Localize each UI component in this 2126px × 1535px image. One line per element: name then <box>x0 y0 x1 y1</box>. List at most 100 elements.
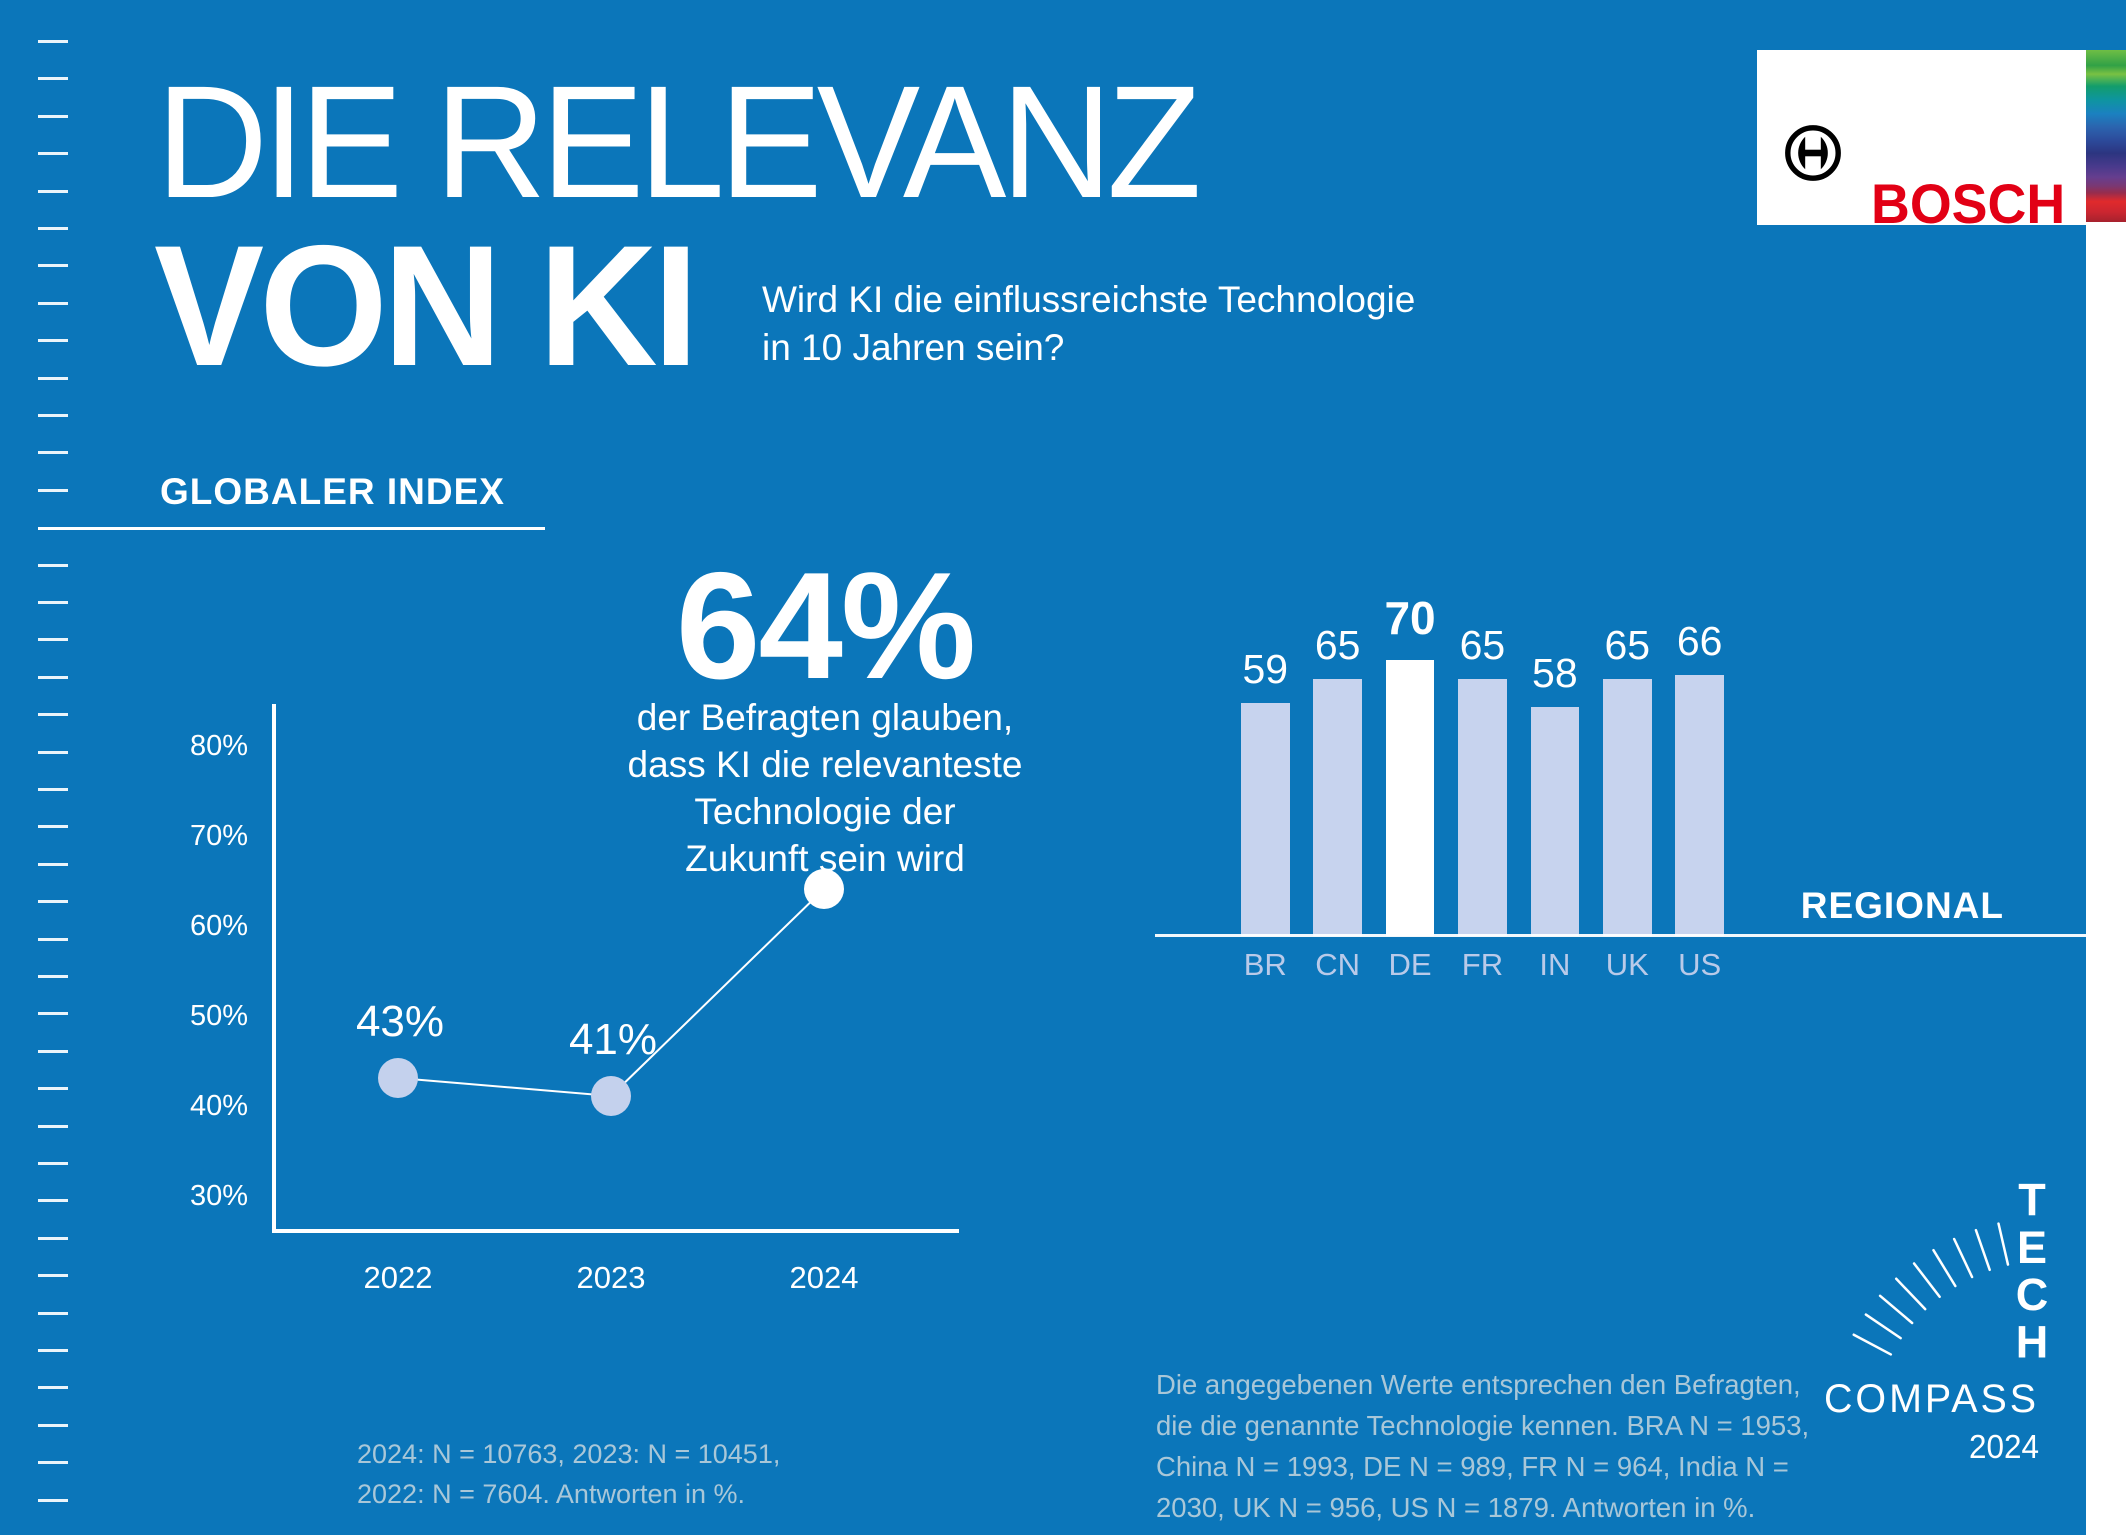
compass-vertical-letter: E <box>2017 1222 2047 1273</box>
bar-category-label: FR <box>1461 947 1504 982</box>
x-tick-label: 2024 <box>790 1260 859 1295</box>
y-tick-label: 30% <box>190 1180 248 1212</box>
ruler-tick <box>38 975 68 978</box>
ruler-tick <box>38 488 68 492</box>
ruler-tick <box>38 1349 68 1352</box>
data-point-label: 41% <box>569 1015 657 1064</box>
ruler-tick <box>38 1087 68 1091</box>
ruler-tick <box>38 227 68 230</box>
ruler-tick <box>38 1498 68 1502</box>
page-title-line2: VON KI <box>154 210 699 402</box>
ruler-tick <box>38 264 68 268</box>
data-point <box>804 869 844 909</box>
ruler-tick <box>38 1386 68 1390</box>
ruler-tick <box>38 414 68 417</box>
bar-value-label: 65 <box>1459 622 1506 669</box>
y-tick-label: 50% <box>190 1000 248 1032</box>
bar-value-label: 59 <box>1242 645 1289 692</box>
ruler-tick <box>38 301 68 305</box>
ruler-tick <box>38 1423 68 1427</box>
ruler-tick <box>38 1274 68 1278</box>
bar-UK <box>1603 679 1652 936</box>
bar-category-label: CN <box>1315 947 1361 982</box>
compass-tick <box>1974 1228 1991 1272</box>
bar-value-label: 58 <box>1532 649 1578 696</box>
compass-tick <box>1997 1222 2010 1266</box>
ruler-tick <box>38 1236 68 1240</box>
x-tick-label: 2022 <box>364 1260 433 1295</box>
compass-tick <box>1864 1313 1902 1340</box>
ruler-tick <box>38 750 68 754</box>
ruler-tick <box>38 601 68 604</box>
ruler-tick <box>38 1162 68 1165</box>
bar-category-label: BR <box>1243 947 1287 982</box>
bar-value-label: 65 <box>1604 622 1651 669</box>
ruler-tick <box>38 862 68 866</box>
compass-tick <box>1932 1248 1957 1288</box>
bar-DE <box>1385 659 1435 936</box>
bar-US <box>1675 675 1724 936</box>
compass-tick <box>1878 1294 1914 1325</box>
bar-value-label: 66 <box>1676 618 1723 665</box>
compass-vertical-letter: C <box>2016 1269 2049 1320</box>
data-point <box>378 1058 418 1098</box>
page-subtitle: Wird KI die einflussreichste Technologie… <box>762 279 1416 368</box>
data-point <box>591 1076 631 1116</box>
y-tick-label: 60% <box>190 910 248 942</box>
ruler-tick <box>38 713 68 717</box>
ruler-tick <box>38 788 68 791</box>
ruler-tick <box>38 114 68 118</box>
compass-vertical-letter: T <box>2018 1175 2046 1226</box>
x-tick-label: 2023 <box>577 1260 646 1295</box>
compass-vertical-letter: H <box>2016 1316 2049 1367</box>
global-index-line-chart: 30% 40% 50% 60% 70% 80% 2022 2023 2024 43% 41% <box>190 704 959 1295</box>
ruler-tick <box>38 1461 68 1465</box>
ruler-tick <box>38 1199 68 1203</box>
right-margin <box>2086 222 2126 1535</box>
y-tick-label: 40% <box>190 1090 248 1122</box>
ruler-tick <box>38 675 68 679</box>
footnote-global: 2024: N = 10763, 2023: N = 10451, 2022: … <box>357 1439 781 1509</box>
ruler-tick <box>38 825 68 829</box>
bar-value-label: 70 <box>1384 591 1436 644</box>
section-regional: REGIONAL <box>1800 885 2004 926</box>
stat-description: der Befragten glauben, dass KI die relev… <box>627 697 1023 879</box>
bosch-logo-box: BOSCH <box>1757 50 2086 232</box>
bar-category-label: DE <box>1388 947 1432 982</box>
section-global-index: GLOBALER INDEX <box>160 471 505 512</box>
ruler-tick <box>38 451 68 455</box>
footnote-regional: Die angegebenen Werte entsprechen den Be… <box>1156 1369 1810 1523</box>
bar-chart-baseline <box>1155 934 2086 937</box>
bar-category-label: IN <box>1539 947 1571 982</box>
ruler-tick <box>38 189 68 193</box>
compass-tick <box>1912 1262 1941 1299</box>
ruler-tick <box>38 1012 68 1016</box>
y-tick-label: 70% <box>190 820 248 852</box>
compass-word: COMPASS <box>1824 1377 2039 1421</box>
ruler-tick <box>38 1124 68 1128</box>
ruler-tick <box>38 563 68 567</box>
bar-CN <box>1313 679 1362 936</box>
bar-BR <box>1241 702 1290 936</box>
ruler-tick <box>38 900 68 904</box>
ruler-tick <box>38 638 68 642</box>
trend-line <box>397 888 825 1098</box>
bar-category-label: US <box>1678 947 1722 982</box>
y-tick-label: 80% <box>190 730 248 762</box>
stat-value: 64% <box>675 541 976 711</box>
bar-IN <box>1530 706 1580 936</box>
ruler-tick <box>38 937 68 941</box>
ruler-tick <box>38 1311 68 1315</box>
ruler-tick <box>38 152 68 156</box>
ruler-tick <box>38 1049 68 1053</box>
ruler-tick <box>38 376 68 380</box>
section-underline <box>38 527 545 530</box>
compass-tick <box>1894 1277 1927 1311</box>
compass-tick <box>1952 1237 1974 1279</box>
bar-value-label: 65 <box>1314 622 1361 669</box>
ruler-tick <box>38 339 68 343</box>
bosch-supergraphic-strip <box>2086 50 2126 222</box>
bosch-armature-icon <box>1785 125 1841 181</box>
